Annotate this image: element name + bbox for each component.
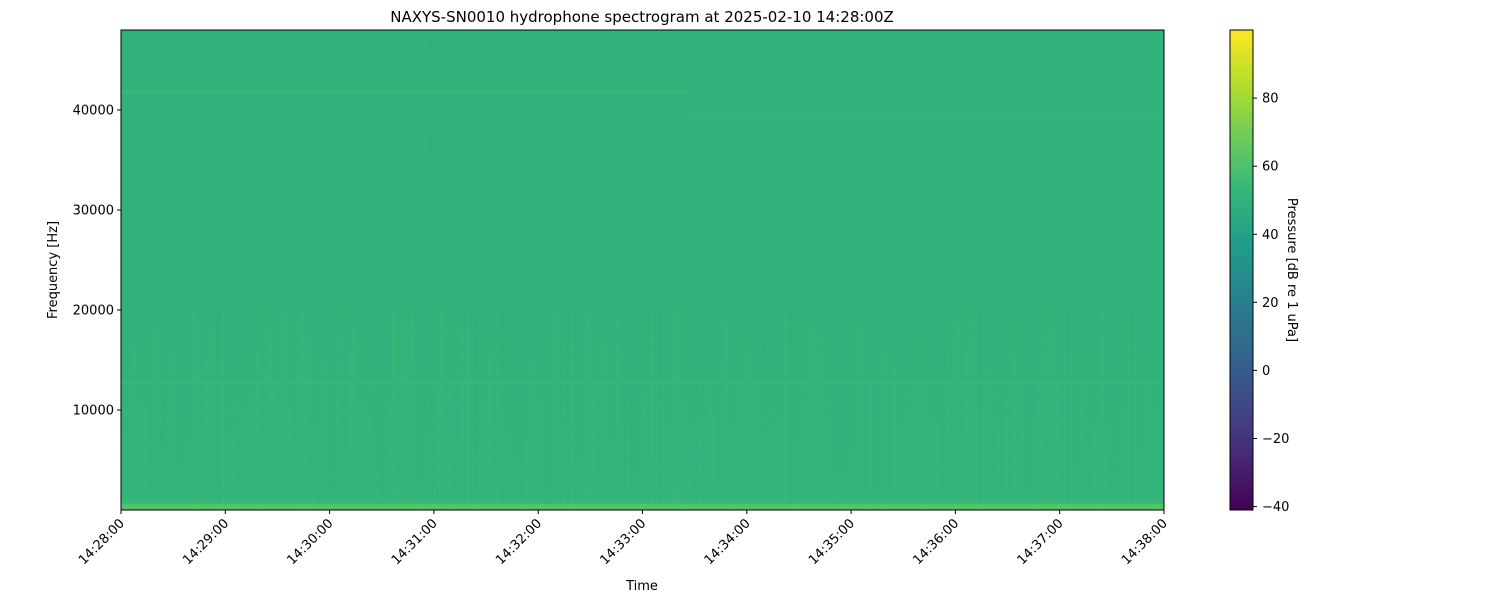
y-axis-label: Frequency [Hz] bbox=[46, 221, 61, 319]
colorbar-tick-label: 40 bbox=[1262, 228, 1279, 243]
colorbar-tick-label: −20 bbox=[1262, 432, 1289, 447]
y-tick-label: 40000 bbox=[73, 104, 114, 119]
colorbar-label: Pressure [dB re 1 uPa] bbox=[1284, 198, 1299, 342]
spectrogram-heatmap bbox=[121, 30, 1164, 510]
x-tick-label: 14:36:00 bbox=[910, 516, 962, 568]
x-axis-label: Time bbox=[625, 579, 658, 594]
x-tick-label: 14:31:00 bbox=[389, 516, 441, 568]
y-tick-label: 20000 bbox=[73, 304, 114, 319]
x-axis: 14:28:00 14:29:00 14:30:00 14:31:00 14:32:00… bbox=[76, 510, 1171, 568]
x-tick-label: 14:29:00 bbox=[180, 516, 232, 568]
colorbar-axis: −40 −20 0 20 40 60 80 bbox=[1253, 92, 1289, 515]
y-tick-label: 10000 bbox=[73, 404, 114, 419]
chart-title: NAXYS-SN0010 hydrophone spectrogram at 2… bbox=[390, 8, 894, 26]
x-tick-label: 14:30:00 bbox=[285, 516, 337, 568]
x-tick-label: 14:28:00 bbox=[76, 516, 128, 568]
x-tick-label: 14:35:00 bbox=[806, 516, 858, 568]
x-tick-label: 14:32:00 bbox=[493, 516, 545, 568]
colorbar-tick-label: 80 bbox=[1262, 92, 1279, 107]
x-tick-label: 14:38:00 bbox=[1119, 516, 1171, 568]
y-tick-label: 30000 bbox=[73, 204, 114, 219]
x-tick-label: 14:33:00 bbox=[597, 516, 649, 568]
x-tick-label: 14:34:00 bbox=[702, 516, 754, 568]
x-tick-label: 14:37:00 bbox=[1015, 516, 1067, 568]
colorbar-frame bbox=[1229, 29, 1254, 511]
colorbar-tick-label: −40 bbox=[1262, 500, 1289, 515]
colorbar-gradient bbox=[1230, 30, 1253, 510]
plot-frame bbox=[120, 29, 1165, 511]
colorbar-tick-label: 0 bbox=[1262, 364, 1270, 379]
colorbar-tick-label: 20 bbox=[1262, 296, 1279, 311]
colorbar-tick-label: 60 bbox=[1262, 160, 1279, 175]
y-axis: 10000 20000 30000 40000 bbox=[73, 104, 121, 419]
